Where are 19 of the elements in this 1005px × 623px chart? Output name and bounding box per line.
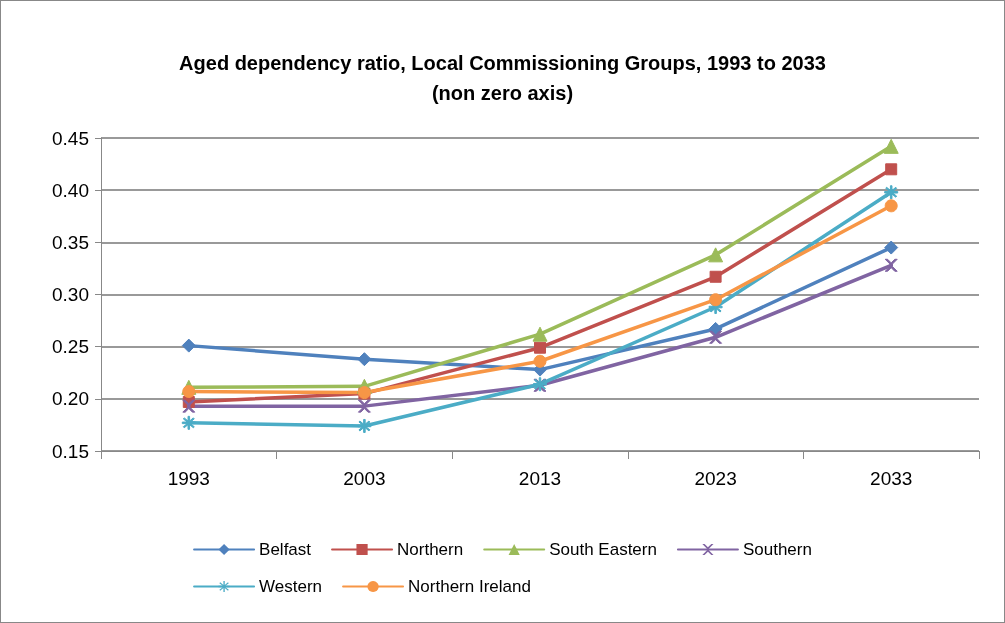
y-tick-label: 0.20	[52, 388, 89, 410]
legend-label: Southern	[742, 540, 812, 559]
y-tick-label: 0.25	[52, 336, 89, 358]
y-tick-label: 0.30	[52, 284, 89, 305]
y-tick-label: 0.35	[52, 231, 89, 253]
x-tick-label: 2033	[870, 468, 913, 489]
x-tick-label: 2003	[343, 468, 386, 489]
x-tick-label: 2023	[694, 468, 737, 489]
x-tick-label: 2013	[518, 468, 562, 489]
legend-label: Northern	[397, 540, 464, 559]
y-tick-label: 0.45	[52, 127, 89, 149]
legend-label: Belfast	[259, 540, 312, 559]
legend-label: Northern Ireland	[408, 577, 531, 596]
legend-label: Western	[259, 577, 323, 596]
chart-title: Aged dependency ratio, Local Commissioning Groups, 1993 to 2033 (non zero axis)	[179, 52, 826, 104]
legend-label: South Eastern	[549, 540, 657, 559]
x-tick-label: 1993	[167, 468, 210, 489]
y-tick-label: 0.15	[52, 440, 89, 462]
y-tick-label: 0.40	[52, 179, 89, 201]
